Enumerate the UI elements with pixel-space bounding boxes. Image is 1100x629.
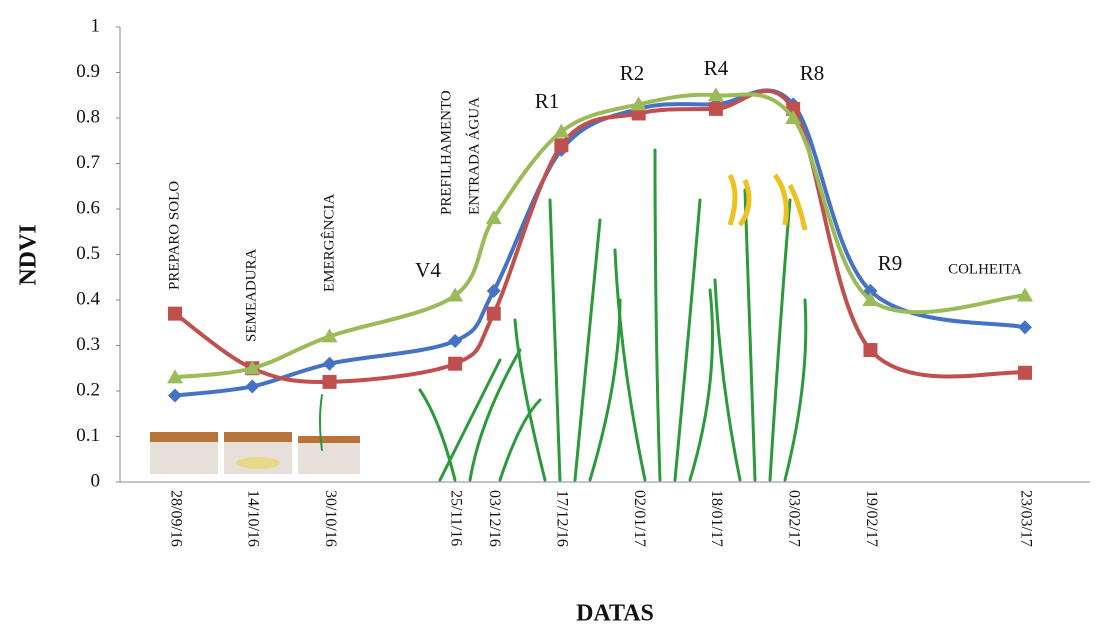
y-tick-label: 0.7 xyxy=(76,152,100,173)
series-line xyxy=(175,94,1025,377)
x-axis-label: DATAS xyxy=(576,601,654,627)
x-tick-label: 30/10/16 xyxy=(322,490,339,547)
point xyxy=(1018,366,1032,380)
point xyxy=(245,379,259,393)
x-tick-label: 23/03/17 xyxy=(1017,490,1034,547)
series-line xyxy=(175,90,1025,395)
point xyxy=(168,307,182,321)
point xyxy=(863,343,877,357)
y-tick-label: 0 xyxy=(91,470,101,491)
y-tick-label: 0.5 xyxy=(76,243,100,264)
annotation: SEMEADURA xyxy=(243,248,259,342)
annotation: R2 xyxy=(620,61,645,85)
x-tick-label: 19/02/17 xyxy=(863,490,880,547)
point xyxy=(323,357,337,371)
annotation: R1 xyxy=(535,89,560,113)
annotation: PREPARO SOLO xyxy=(166,181,182,290)
y-tick-label: 0.8 xyxy=(76,106,100,127)
annotation: R9 xyxy=(878,251,903,275)
point xyxy=(448,357,462,371)
point xyxy=(168,389,182,403)
y-tick-label: 0.2 xyxy=(76,379,100,400)
point xyxy=(323,375,337,389)
x-tick-label: 17/12/16 xyxy=(554,490,571,547)
y-tick-label: 0.4 xyxy=(76,288,100,309)
point xyxy=(487,284,501,298)
annotation: R8 xyxy=(800,61,825,85)
y-axis-label: NDVI xyxy=(16,224,42,285)
x-tick-label: 14/10/16 xyxy=(245,490,262,547)
annotation: R4 xyxy=(704,56,729,80)
chart: NDVI DATAS 0 0.1 0.2 0.3 0.4 0.5 0.6 0.7 0.8 0.9 1… xyxy=(0,0,1100,629)
point xyxy=(487,307,501,321)
y-tick-label: 0.9 xyxy=(76,61,100,82)
x-tick-label: 02/01/17 xyxy=(631,490,648,547)
point xyxy=(448,334,462,348)
x-tick-label: 28/09/16 xyxy=(167,490,184,547)
x-tick-label: 18/01/17 xyxy=(708,490,725,547)
annotation: EMERGÊNCIA xyxy=(320,194,337,292)
point xyxy=(709,102,723,116)
y-tick-label: 1 xyxy=(91,15,101,36)
x-tick-label: 25/11/16 xyxy=(447,490,464,546)
y-tick-label: 0.6 xyxy=(76,197,100,218)
annotation: V4 xyxy=(415,258,441,282)
series-line xyxy=(175,91,1025,382)
y-tick-label: 0.3 xyxy=(76,334,100,355)
point xyxy=(1018,320,1032,334)
annotation: PREFILHAMENTO xyxy=(438,90,454,215)
x-tick-label: 03/12/16 xyxy=(486,490,503,547)
point xyxy=(554,138,568,152)
y-tick-label: 0.1 xyxy=(76,425,100,446)
x-tick-label: 03/02/17 xyxy=(786,490,803,547)
annotation: ENTRADA ÁGUA xyxy=(465,97,482,215)
annotation: COLHEITA xyxy=(948,261,1022,277)
